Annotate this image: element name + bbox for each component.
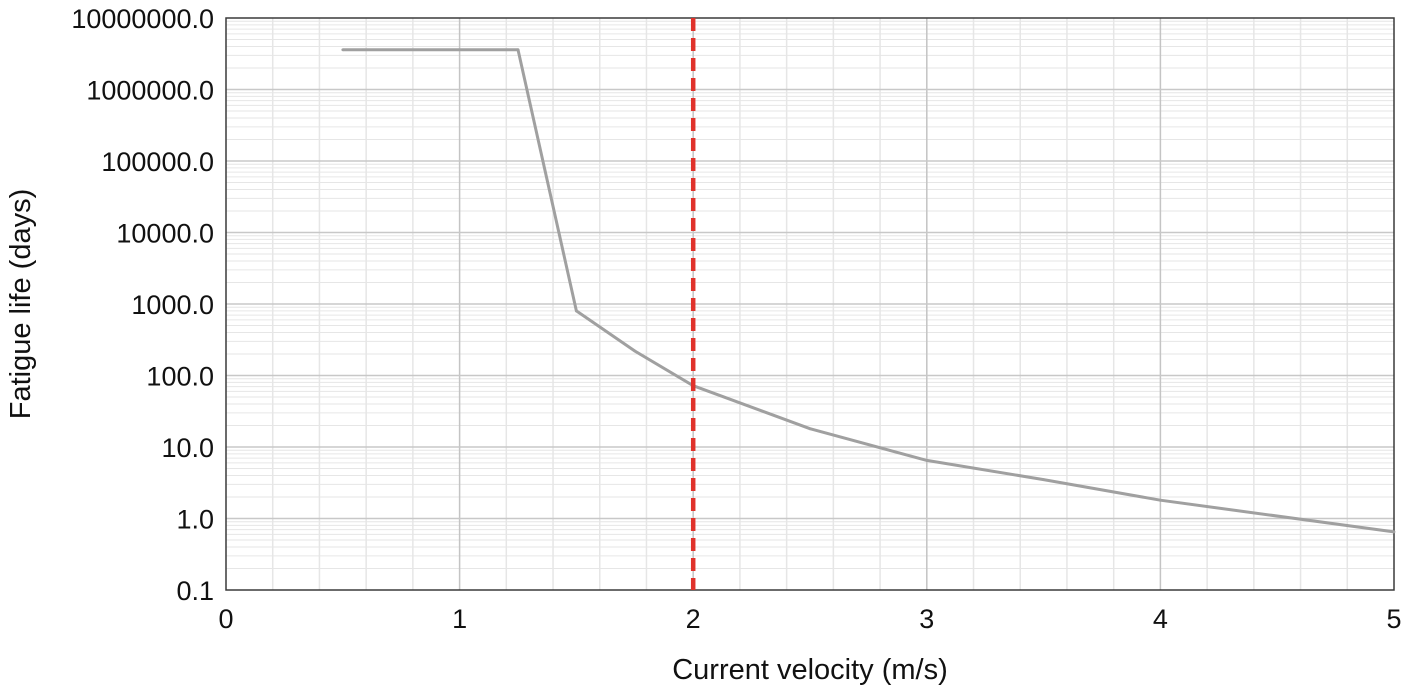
x-tick-label: 1 bbox=[452, 604, 467, 634]
major-gridlines bbox=[226, 18, 1394, 590]
y-tick-label: 1.0 bbox=[176, 505, 214, 535]
y-tick-label: 0.1 bbox=[176, 576, 214, 606]
y-tick-label: 1000.0 bbox=[131, 290, 214, 320]
x-tick-label: 4 bbox=[1153, 604, 1168, 634]
x-tick-label: 0 bbox=[218, 604, 233, 634]
y-tick-label: 100.0 bbox=[146, 362, 214, 392]
data-point bbox=[341, 48, 345, 52]
y-tick-label: 1000000.0 bbox=[86, 76, 214, 106]
x-axis-title: Current velocity (m/s) bbox=[672, 654, 948, 686]
y-axis-title: Fatigue life (days) bbox=[5, 189, 37, 420]
fatigue-life-series-line bbox=[342, 48, 1395, 534]
y-tick-label: 100000.0 bbox=[101, 147, 214, 177]
plot-area-frame bbox=[225, 17, 1395, 591]
x-tick-label: 3 bbox=[919, 604, 934, 634]
data-point bbox=[925, 458, 929, 462]
series-layer bbox=[341, 48, 1396, 534]
data-point bbox=[516, 48, 520, 52]
data-point bbox=[633, 349, 637, 353]
data-point bbox=[1159, 498, 1162, 502]
x-tick-label: 5 bbox=[1386, 604, 1401, 634]
y-tick-label: 10000000.0 bbox=[71, 4, 214, 34]
data-point bbox=[1392, 530, 1396, 534]
data-point bbox=[575, 309, 578, 313]
data-point bbox=[808, 427, 812, 431]
y-axis-tick-labels: 0.1 1.0 10.0 100.0 1000.0 10000.0 100000.0 1000… bbox=[71, 4, 214, 606]
x-tick-label: 2 bbox=[686, 604, 701, 634]
data-point bbox=[1042, 478, 1045, 481]
x-axis-tick-labels: 0 1 2 3 4 5 bbox=[218, 604, 1401, 634]
y-tick-label: 10000.0 bbox=[116, 219, 214, 249]
y-tick-label: 10.0 bbox=[161, 433, 214, 463]
